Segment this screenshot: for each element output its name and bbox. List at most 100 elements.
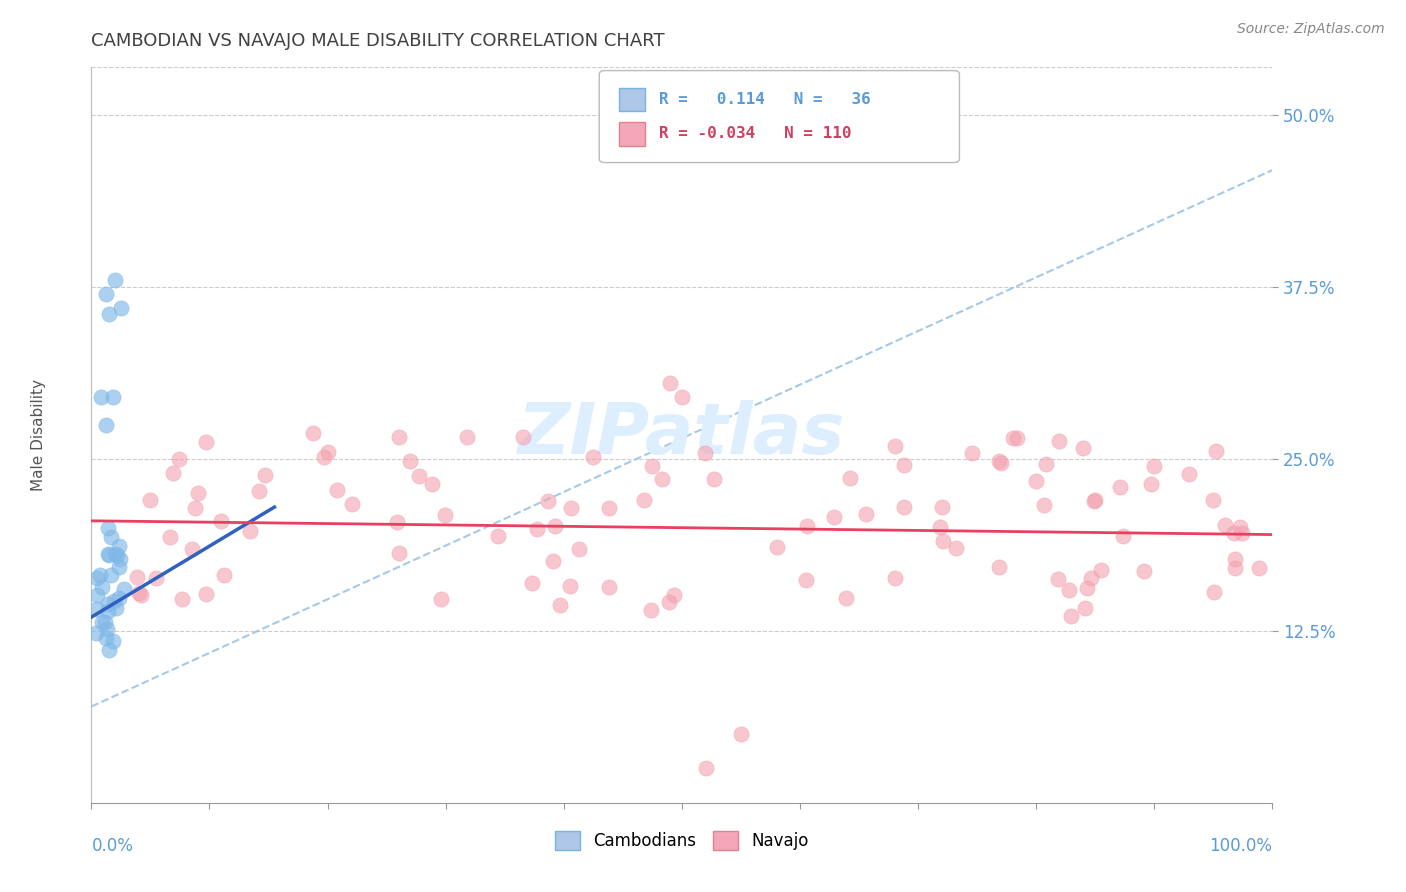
- Point: [209, 514, 232, 528]
- Point: [695, 446, 717, 460]
- Point: [86, 602, 108, 616]
- Point: [89, 568, 111, 582]
- Point: [420, 477, 443, 491]
- Point: [110, 301, 132, 315]
- Point: [195, 435, 218, 450]
- Point: [659, 376, 682, 391]
- Point: [1247, 561, 1270, 575]
- Point: [651, 472, 673, 486]
- Point: [86, 570, 108, 584]
- Point: [658, 595, 681, 609]
- Point: [194, 587, 217, 601]
- Point: [103, 594, 125, 608]
- Point: [170, 592, 193, 607]
- Point: [97, 597, 120, 611]
- Point: [97, 603, 120, 617]
- Point: [90, 390, 112, 404]
- Point: [1202, 585, 1225, 599]
- Point: [302, 425, 325, 440]
- Point: [835, 591, 858, 606]
- Point: [84, 626, 107, 640]
- Point: [101, 634, 124, 648]
- Point: [1071, 442, 1094, 456]
- Point: [1223, 552, 1246, 566]
- Point: [1132, 564, 1154, 578]
- Point: [408, 468, 430, 483]
- Point: [456, 430, 478, 444]
- Point: [945, 541, 967, 556]
- Point: [1035, 458, 1057, 472]
- Point: [94, 286, 117, 301]
- Text: R =   0.114   N =   36: R = 0.114 N = 36: [659, 92, 872, 107]
- Point: [1025, 474, 1047, 488]
- Point: [931, 500, 953, 514]
- Point: [125, 570, 148, 584]
- Point: [112, 582, 135, 597]
- Point: [558, 579, 581, 593]
- Point: [1090, 563, 1112, 577]
- Text: ZIPatlas: ZIPatlas: [519, 401, 845, 469]
- FancyBboxPatch shape: [599, 70, 959, 162]
- Point: [107, 560, 129, 574]
- Point: [893, 458, 915, 473]
- Point: [1083, 494, 1105, 508]
- Point: [960, 446, 983, 460]
- Point: [1074, 601, 1097, 615]
- Point: [671, 390, 693, 404]
- Point: [101, 390, 124, 404]
- Point: [884, 439, 907, 453]
- Point: [1222, 526, 1244, 541]
- Point: [1002, 431, 1025, 445]
- Point: [314, 450, 336, 465]
- Point: [187, 486, 209, 500]
- Point: [388, 430, 411, 444]
- Point: [385, 515, 408, 529]
- Point: [794, 574, 817, 588]
- Point: [695, 761, 717, 775]
- Point: [1112, 529, 1135, 543]
- FancyBboxPatch shape: [619, 87, 645, 111]
- Point: [96, 622, 118, 636]
- Point: [1060, 608, 1083, 623]
- Point: [129, 588, 152, 602]
- Point: [1202, 493, 1225, 508]
- Point: [1229, 519, 1251, 533]
- Point: [640, 603, 662, 617]
- Point: [1223, 561, 1246, 575]
- Point: [582, 450, 605, 464]
- Point: [100, 530, 122, 544]
- Point: [560, 501, 582, 516]
- Point: [139, 493, 162, 508]
- Point: [107, 540, 129, 554]
- Point: [855, 507, 877, 521]
- Point: [1205, 443, 1227, 458]
- Point: [104, 547, 127, 561]
- Point: [212, 567, 235, 582]
- Text: R = -0.034   N = 110: R = -0.034 N = 110: [659, 127, 852, 141]
- Point: [90, 580, 112, 594]
- Point: [145, 571, 167, 585]
- FancyBboxPatch shape: [619, 122, 645, 145]
- Point: [96, 632, 118, 646]
- Point: [128, 586, 150, 600]
- Point: [108, 591, 131, 606]
- Point: [664, 588, 686, 602]
- Point: [1178, 467, 1201, 482]
- Point: [97, 521, 120, 535]
- Point: [180, 542, 202, 557]
- Point: [598, 581, 620, 595]
- Point: [91, 615, 114, 630]
- Point: [703, 472, 725, 486]
- Legend: Cambodians, Navajo: Cambodians, Navajo: [548, 824, 815, 857]
- Text: Male Disability: Male Disability: [31, 379, 46, 491]
- Point: [537, 494, 560, 508]
- Point: [184, 500, 207, 515]
- Point: [928, 520, 950, 534]
- Point: [434, 508, 457, 522]
- Point: [883, 571, 905, 585]
- Point: [97, 642, 120, 657]
- Point: [520, 575, 543, 590]
- Point: [526, 522, 548, 536]
- Point: [167, 452, 190, 467]
- Point: [388, 546, 411, 560]
